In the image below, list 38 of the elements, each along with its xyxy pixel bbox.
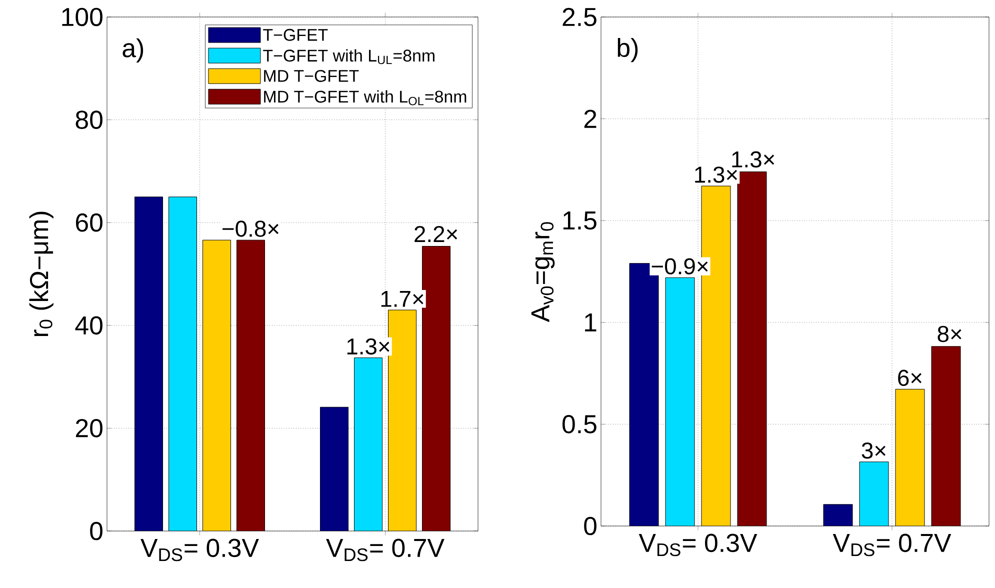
bar: [388, 310, 417, 532]
annotation: 2.2×: [414, 226, 458, 242]
y-tick-label: 60: [76, 213, 102, 232]
y-tick-label: 1: [585, 313, 596, 332]
annotation: 6×: [898, 370, 922, 386]
annotation: 1.3×: [347, 338, 390, 355]
annotation: 3×: [862, 442, 886, 459]
x-tick-label: V$_{DS}$= 0.7V: [326, 538, 444, 562]
annotation: 1.3×: [732, 151, 774, 168]
legend-label: T−GFET: [263, 28, 328, 41]
annotation: 1.3×: [695, 166, 738, 183]
y-tick-label: 0.5: [562, 415, 596, 434]
annotation: −0.8×: [222, 220, 278, 237]
y-tick-label: 0: [90, 522, 102, 540]
annotation: b): [618, 38, 638, 62]
x-tick-label: V$_{DS}$= 0.7V: [832, 534, 952, 556]
legend-label: MD T−GFET with L$_{OL}$=8nm: [264, 90, 466, 106]
y-tick-label: 80: [76, 110, 102, 129]
y-tick-label: 2: [584, 110, 596, 128]
y-axis-title: A$_{v0}$=g$_{m}$r$_{0}$: [531, 222, 555, 322]
y-tick-label: 100: [62, 8, 102, 26]
legend-label: T−GFET with L$_{UL}$=8nm: [263, 49, 434, 64]
annotation: 8×: [938, 326, 962, 342]
y-tick-label: 20: [76, 419, 102, 438]
y-tick-label: 0: [584, 516, 596, 536]
y-tick-label: 1.5: [563, 212, 596, 230]
annotation: a): [122, 38, 144, 62]
y-axis-title: r$_{0}$ (kΩ−μm): [29, 212, 54, 336]
bar: [236, 240, 266, 532]
x-tick-label: V$_{DS}$= 0.3V: [140, 538, 259, 562]
bar: [422, 246, 451, 532]
y-tick-label: 40: [75, 316, 102, 335]
x-tick-label: V$_{DS}$= 0.3V: [638, 534, 758, 556]
annotation: 1.7×: [381, 291, 424, 307]
legend-label: MD T−GFET: [264, 70, 359, 82]
annotation: −0.9×: [652, 258, 708, 274]
y-tick-label: 2.5: [562, 8, 596, 26]
bar: [202, 240, 232, 532]
